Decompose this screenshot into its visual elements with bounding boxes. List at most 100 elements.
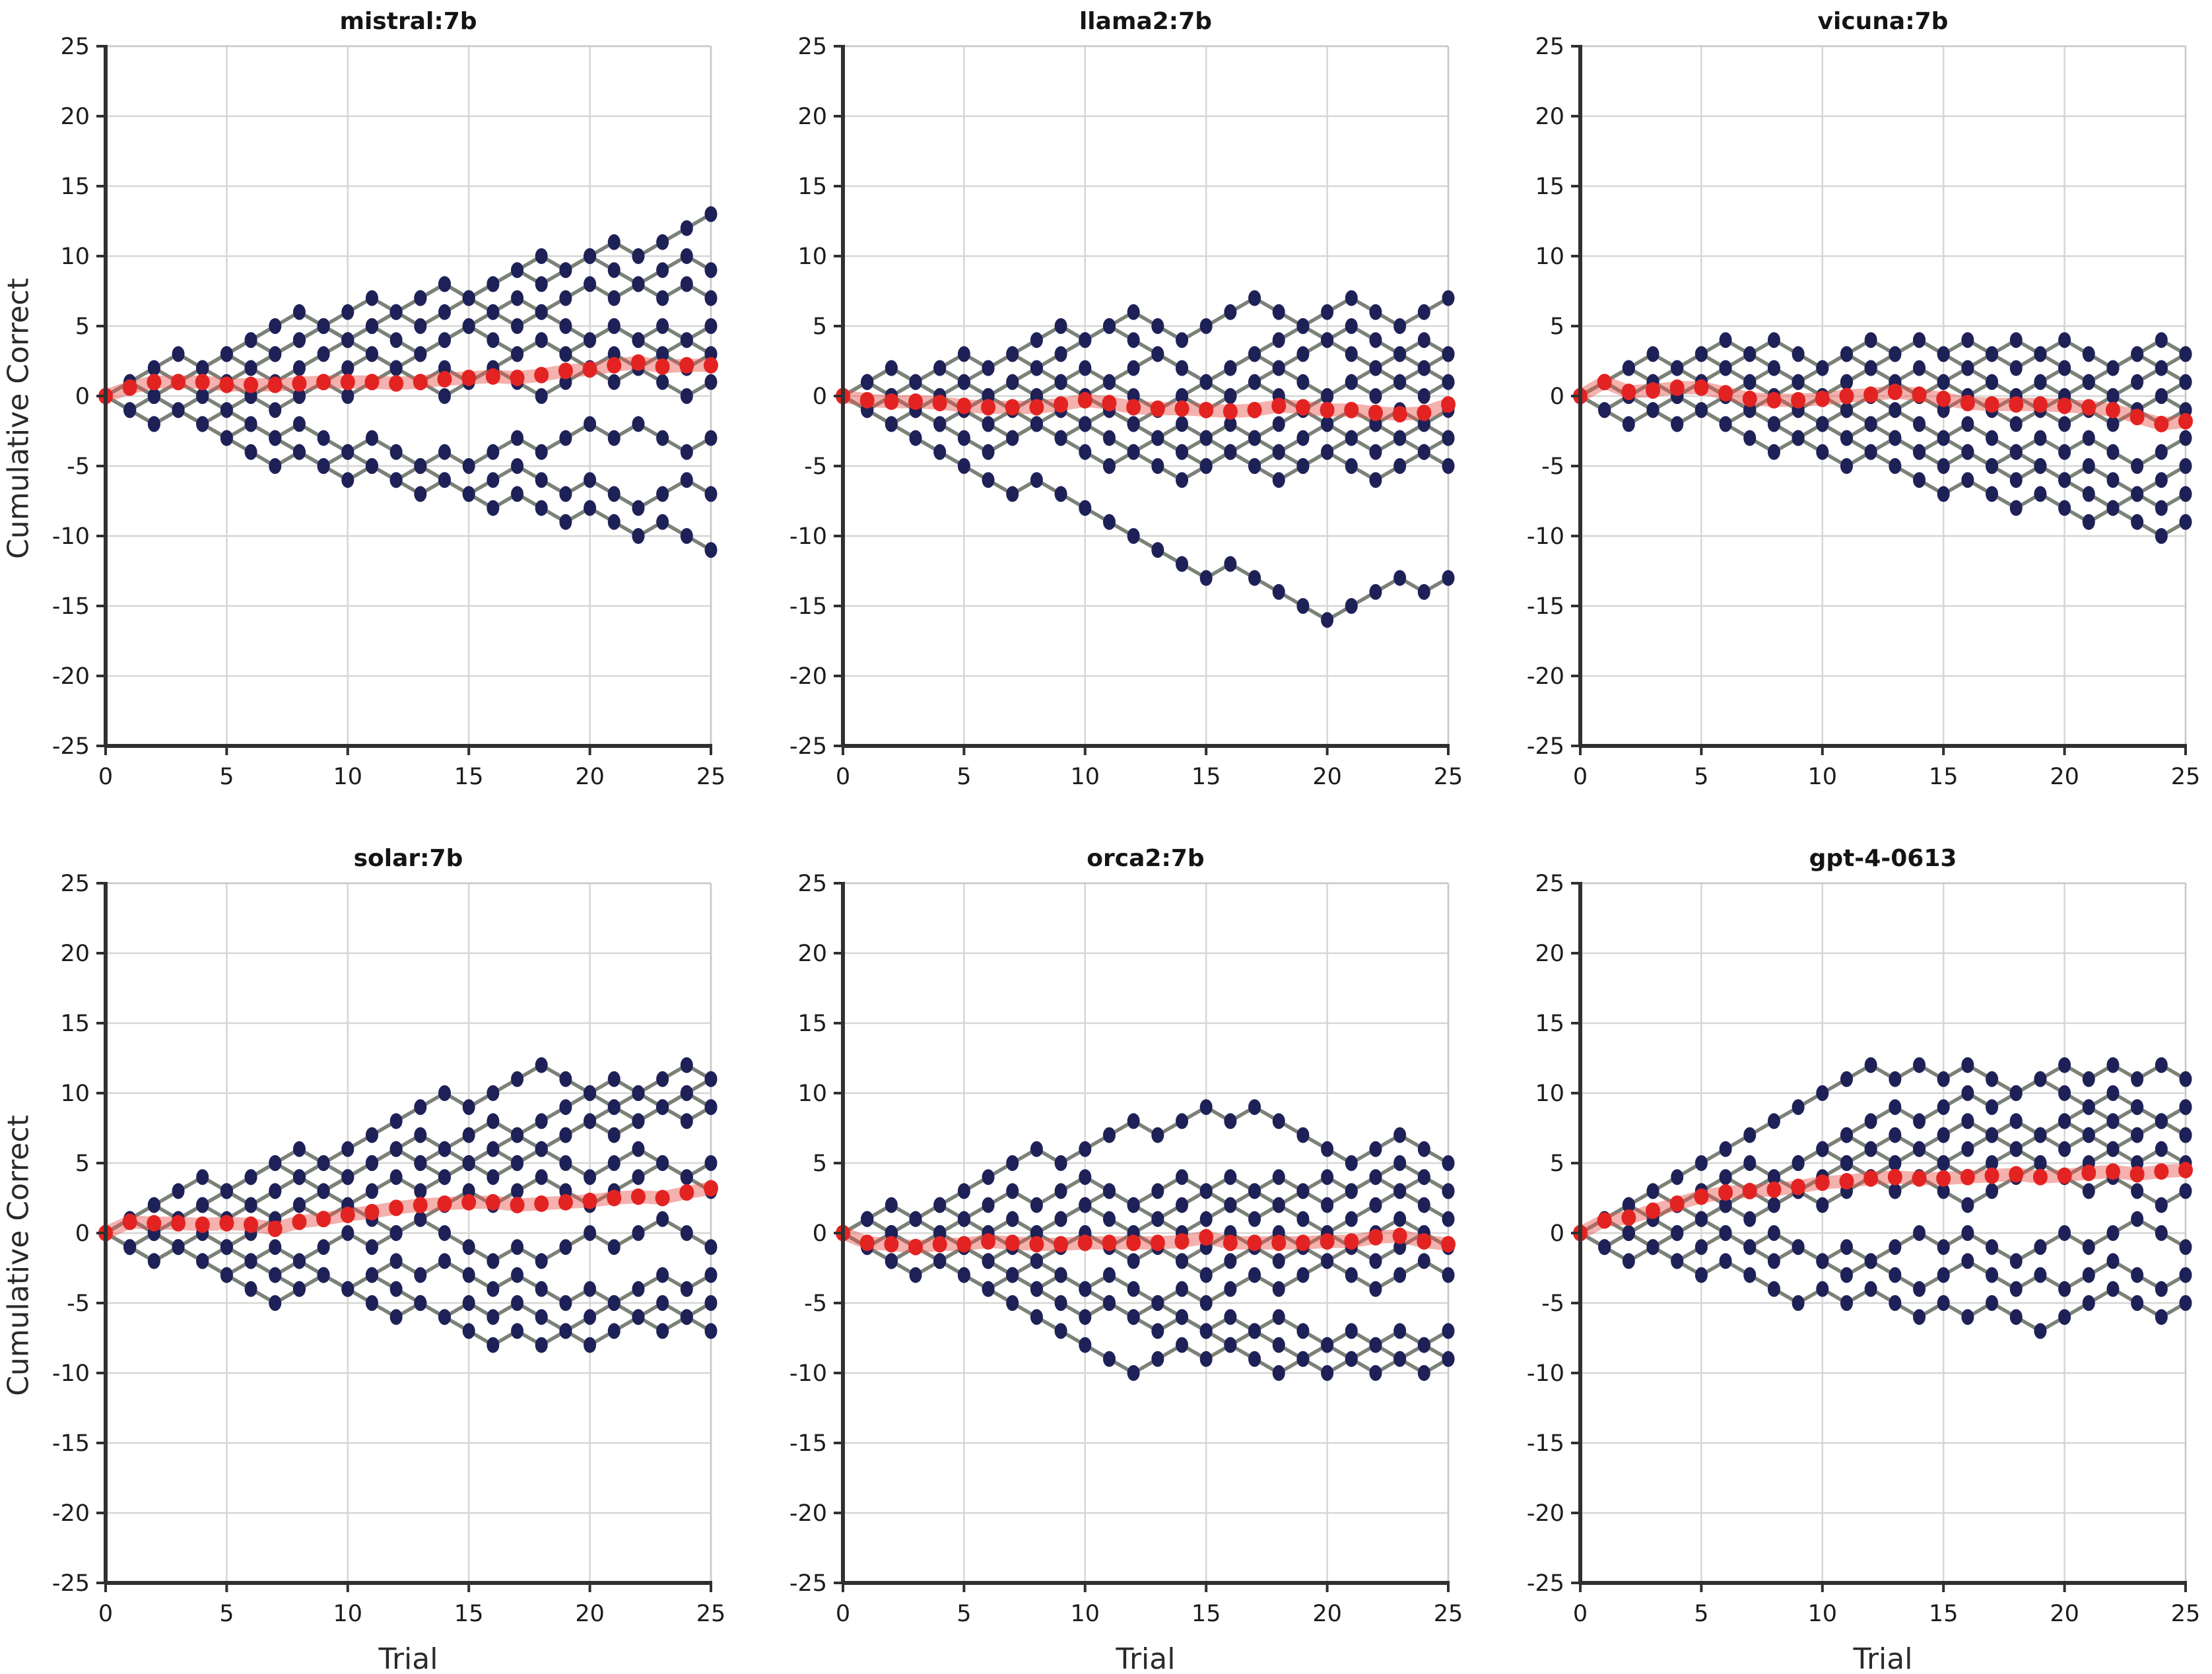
y-axis-label-bottom-row: Cumulative Correct [1,1115,36,1396]
svg-text:10: 10 [1535,1081,1564,1107]
svg-text:10: 10 [1535,244,1564,270]
svg-text:5: 5 [1694,1601,1708,1627]
x-axis-label-gpt4: Trial [1853,1642,1913,1674]
svg-text:0: 0 [1550,1221,1564,1247]
chart-canvas-solar: -25 -20 -15 -10 -5 0 5 10 15 20 25 0 5 10 15 20 25 [52,871,726,1627]
svg-text:15: 15 [1929,764,1959,790]
svg-text:-25: -25 [52,733,90,760]
svg-text:5: 5 [813,314,827,340]
svg-text:25: 25 [2171,764,2201,790]
svg-text:-10: -10 [1527,1360,1564,1387]
svg-text:-25: -25 [52,1570,90,1597]
panel-mistral-7b: Cumulative Correct mistral:7b -25 -20 -15-… [0,0,737,837]
svg-text:0: 0 [1573,764,1588,790]
panel-title-vicuna: vicuna:7b [1817,8,1949,35]
svg-text:25: 25 [797,871,827,897]
svg-text:25: 25 [1434,764,1463,790]
panel-orca2-7b: orca2:7b -25 -20 -15 -10 -5 0 5 10 15 20 25 0 5 10 15 2… [737,837,1475,1674]
svg-text:5: 5 [219,1601,234,1627]
svg-text:-20: -20 [1527,663,1564,690]
svg-text:0: 0 [836,1601,850,1627]
panel-gpt-4-0613: gpt-4-0613 -25 -20 -15 -10 -5 0 5 10 15 20 25 0 5 10 1… [1475,837,2212,1674]
svg-text:-20: -20 [789,1500,827,1527]
svg-text:0: 0 [75,1221,90,1247]
svg-text:-20: -20 [52,663,90,690]
svg-text:10: 10 [797,1081,827,1107]
svg-text:-10: -10 [789,523,827,550]
chart-canvas-mistral: -25 -20 -15 -10 -5 0 5 10 15 20 25 0 5 10 15 20 25 [52,34,726,790]
svg-text:0: 0 [1550,384,1564,410]
svg-text:10: 10 [1808,764,1838,790]
svg-text:0: 0 [75,384,90,410]
svg-text:25: 25 [2171,1601,2201,1627]
svg-text:5: 5 [813,1151,827,1177]
svg-text:20: 20 [1312,764,1342,790]
svg-text:5: 5 [956,1601,971,1627]
svg-text:25: 25 [696,764,726,790]
svg-text:20: 20 [1535,104,1564,130]
panel-solar-7b: Cumulative Correct solar:7b -25 -20 -15 -10… [0,837,737,1674]
svg-text:20: 20 [797,104,827,130]
svg-text:10: 10 [1071,764,1100,790]
chart-canvas-vicuna: -25 -20 -15 -10 -5 0 5 10 15 20 25 0 5 10 15 20 25 [1527,34,2201,790]
svg-text:5: 5 [75,1151,90,1177]
svg-text:-20: -20 [52,1500,90,1527]
svg-text:10: 10 [333,1601,363,1627]
svg-text:-15: -15 [1527,593,1564,620]
svg-text:-5: -5 [1541,1290,1564,1317]
y-axis-label-top-row: Cumulative Correct [1,278,36,559]
panel-title-gpt4: gpt-4-0613 [1809,845,1957,872]
svg-text:0: 0 [813,384,827,410]
svg-text:20: 20 [60,104,90,130]
svg-text:20: 20 [575,764,605,790]
svg-text:15: 15 [1535,174,1564,200]
svg-text:10: 10 [60,244,90,270]
svg-text:-15: -15 [789,1430,827,1457]
svg-text:25: 25 [1535,871,1564,897]
svg-text:20: 20 [1535,941,1564,967]
svg-text:0: 0 [98,1601,113,1627]
svg-text:-10: -10 [1527,523,1564,550]
svg-text:-5: -5 [67,453,90,480]
svg-text:-15: -15 [52,1430,90,1457]
svg-text:25: 25 [60,871,90,897]
svg-text:-25: -25 [1527,1570,1564,1597]
svg-text:25: 25 [696,1601,726,1627]
panel-title-solar: solar:7b [353,845,463,872]
svg-text:15: 15 [1929,1601,1959,1627]
chart-canvas-llama2: -25 -20 -15 -10 -5 0 5 10 15 20 25 0 5 10 15 20 25 [789,34,1463,790]
svg-text:10: 10 [1808,1601,1838,1627]
svg-text:0: 0 [813,1221,827,1247]
svg-text:-20: -20 [1527,1500,1564,1527]
svg-text:-25: -25 [789,1570,827,1597]
svg-text:15: 15 [454,1601,484,1627]
svg-text:-10: -10 [52,1360,90,1387]
svg-text:-10: -10 [52,523,90,550]
svg-text:10: 10 [797,244,827,270]
panel-title-llama2: llama2:7b [1079,8,1213,35]
panel-title-mistral: mistral:7b [339,8,477,35]
chart-canvas-orca2: -25 -20 -15 -10 -5 0 5 10 15 20 25 0 5 10 15 20 25 [789,871,1463,1627]
panel-llama2-7b: llama2:7b -25 -20 -15 -10 -5 0 5 10 15 20 25 0 5 10 15… [737,0,1475,837]
svg-text:0: 0 [836,764,850,790]
svg-text:5: 5 [1550,1151,1564,1177]
svg-text:-25: -25 [789,733,827,760]
svg-text:5: 5 [219,764,234,790]
svg-text:5: 5 [956,764,971,790]
svg-text:-15: -15 [789,593,827,620]
svg-text:5: 5 [1694,764,1708,790]
svg-text:0: 0 [1573,1601,1588,1627]
svg-text:10: 10 [60,1081,90,1107]
svg-text:15: 15 [1191,1601,1221,1627]
svg-text:15: 15 [1535,1011,1564,1037]
svg-text:20: 20 [2050,1601,2079,1627]
svg-text:25: 25 [1535,34,1564,60]
svg-text:15: 15 [797,1011,827,1037]
svg-text:10: 10 [333,764,363,790]
chart-canvas-gpt4: -25 -20 -15 -10 -5 0 5 10 15 20 25 0 5 10 15 20 25 [1527,871,2201,1627]
panel-vicuna-7b: vicuna:7b -25 -20 -15 -10 -5 0 5 10 15 20 25 0 5 10 15… [1475,0,2212,837]
svg-text:5: 5 [1550,314,1564,340]
svg-text:15: 15 [60,174,90,200]
svg-text:-25: -25 [1527,733,1564,760]
